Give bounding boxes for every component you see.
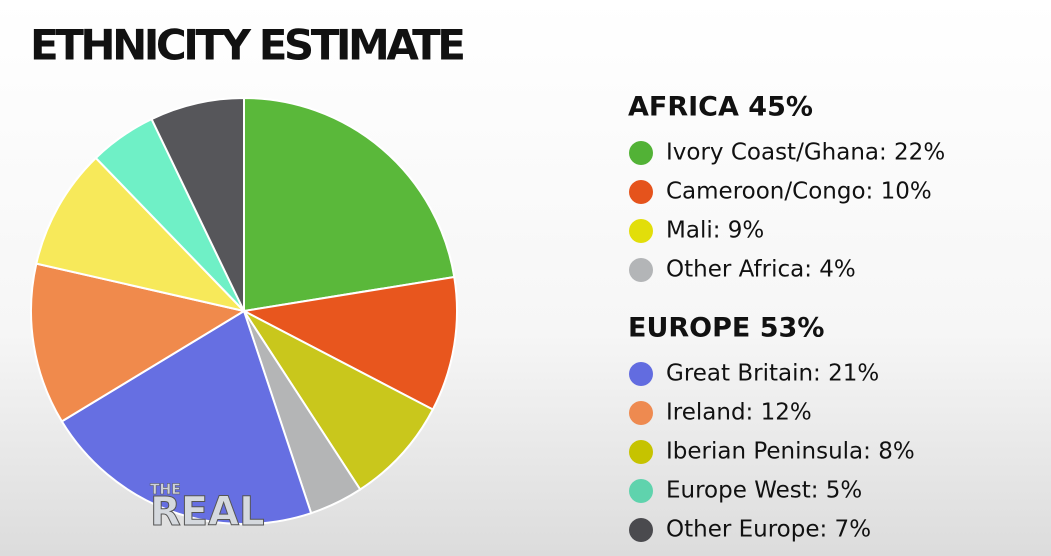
legend-marker — [629, 479, 653, 503]
pie-slice — [150, 96, 245, 312]
legend-marker — [629, 180, 653, 204]
legend-marker — [629, 518, 653, 542]
legend: AFRICA 45% Ivory Coast/Ghana: 22% Cameroon… — [628, 92, 945, 543]
pie-slice — [241, 308, 435, 491]
legend-marker — [629, 362, 653, 386]
pie-slice — [30, 262, 247, 423]
legend-label: Ivory Coast/Ghana: 22% — [666, 140, 945, 166]
legend-group-title: AFRICA 45% — [628, 92, 813, 123]
legend-label: Other Africa: 4% — [666, 257, 856, 283]
legend-label: Cameroon/Congo: 10% — [666, 179, 932, 205]
legend-marker — [629, 258, 653, 282]
legend-label: Other Europe: 7% — [666, 517, 871, 543]
legend-label: Iberian Peninsula: 8% — [666, 439, 915, 465]
pie-slice — [35, 156, 248, 313]
pie-slice — [240, 275, 459, 411]
legend-label: Ireland: 12% — [666, 400, 812, 426]
pie-slice — [243, 96, 456, 313]
legend-label: Europe West: 5% — [666, 478, 862, 504]
legend-marker — [629, 141, 653, 165]
legend-marker — [629, 401, 653, 425]
logo-small: THE — [150, 482, 181, 498]
logo-main: REAL — [150, 489, 265, 535]
pie-slice — [60, 309, 313, 525]
legend-group-title: EUROPE 53% — [628, 313, 824, 344]
chart-title: ETHNICITY ESTIMATE — [30, 21, 466, 70]
legend-label: Great Britain: 21% — [666, 361, 879, 387]
pie — [30, 96, 459, 525]
legend-marker — [629, 440, 653, 464]
legend-label: Mali: 9% — [666, 218, 764, 244]
legend-marker — [629, 219, 653, 243]
